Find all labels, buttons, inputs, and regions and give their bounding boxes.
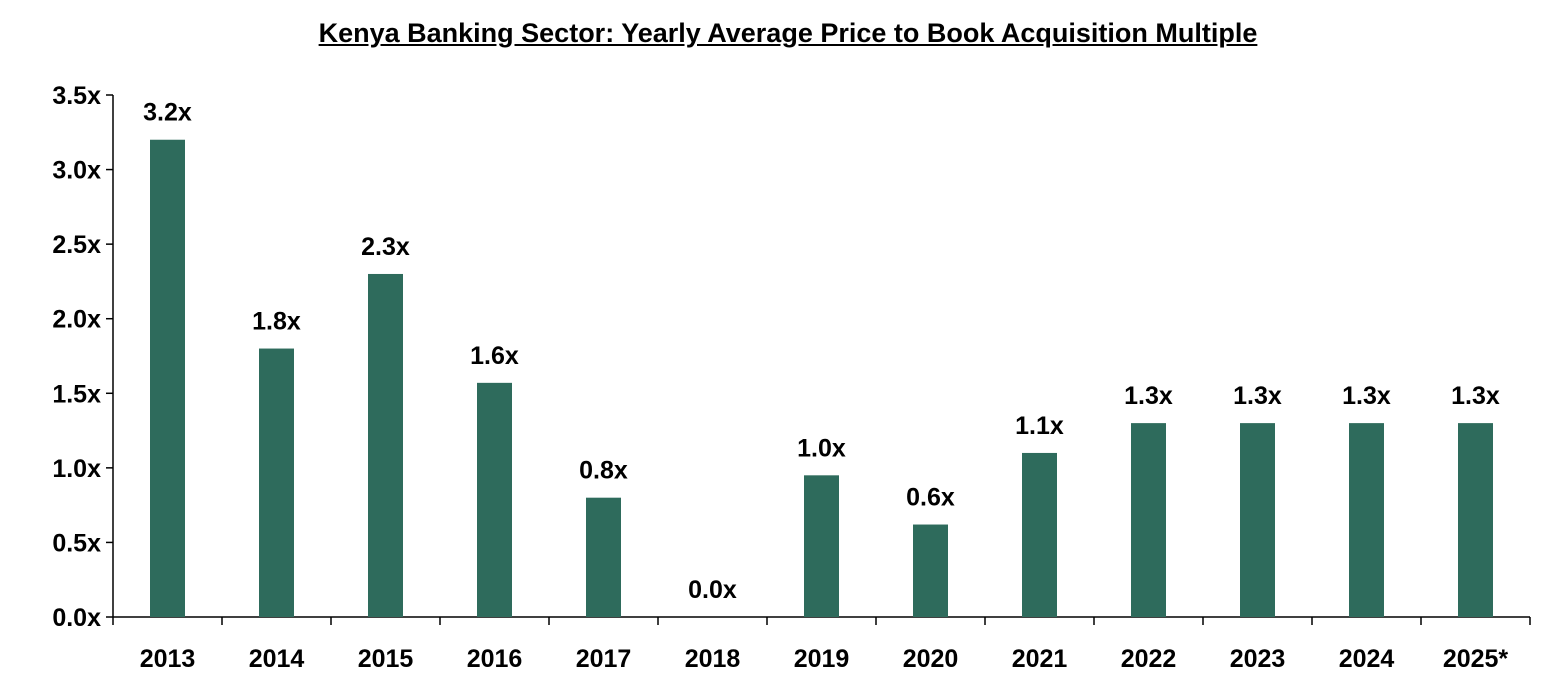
data-label: 1.3x	[1451, 382, 1500, 410]
bar-2025-est	[1458, 423, 1493, 617]
y-tick-label: 1.0x	[52, 455, 101, 483]
x-tick-label: 2013	[140, 645, 196, 673]
bar-2020	[913, 524, 948, 617]
chart-title: Kenya Banking Sector: Yearly Average Pri…	[318, 18, 1258, 48]
data-label: 1.6x	[470, 342, 519, 370]
bar-2024	[1349, 423, 1384, 617]
data-label: 0.0x	[688, 576, 737, 604]
x-tick-label: 2017	[576, 645, 632, 673]
data-label: 0.8x	[579, 457, 628, 485]
x-tick-label: 2015	[358, 645, 414, 673]
y-tick-label: 2.5x	[52, 231, 101, 259]
y-tick-label: 2.0x	[52, 306, 101, 334]
x-tick-label: 2020	[903, 645, 959, 673]
data-label: 1.3x	[1124, 382, 1173, 410]
data-label: 1.1x	[1015, 412, 1064, 440]
x-tick-label: 2024	[1339, 645, 1395, 673]
bar-2021	[1022, 452, 1057, 617]
y-tick-label: 3.0x	[52, 157, 101, 185]
x-tick-label: 2014	[249, 645, 305, 673]
y-tick-label: 0.0x	[52, 604, 101, 632]
x-tick-label: 2023	[1230, 645, 1286, 673]
data-label: 2.3x	[361, 233, 410, 261]
data-label: 1.3x	[1233, 382, 1282, 410]
y-tick-label: 0.5x	[52, 529, 101, 557]
data-label: 1.0x	[797, 434, 846, 462]
data-label: 3.2x	[143, 99, 192, 127]
y-tick-label: 1.5x	[52, 380, 101, 408]
data-label: 0.6x	[906, 484, 955, 512]
bar-2022	[1131, 423, 1166, 617]
bar-2013	[150, 139, 185, 617]
data-label: 1.3x	[1342, 382, 1391, 410]
x-tick-label: 2016	[467, 645, 523, 673]
x-tick-label: 2025*	[1443, 645, 1509, 673]
x-tick-label: 2019	[794, 645, 850, 673]
bar-2014	[259, 348, 294, 617]
x-tick-label: 2022	[1121, 645, 1177, 673]
x-tick-label: 2018	[685, 645, 741, 673]
bar-2023	[1240, 423, 1275, 617]
data-label: 1.8x	[252, 308, 301, 336]
bar-2019	[804, 475, 839, 617]
y-tick-label: 3.5x	[52, 82, 101, 110]
bar-2017	[586, 497, 621, 617]
bar-2016	[477, 382, 512, 617]
bar-2015	[368, 273, 403, 617]
x-tick-label: 2021	[1012, 645, 1068, 673]
